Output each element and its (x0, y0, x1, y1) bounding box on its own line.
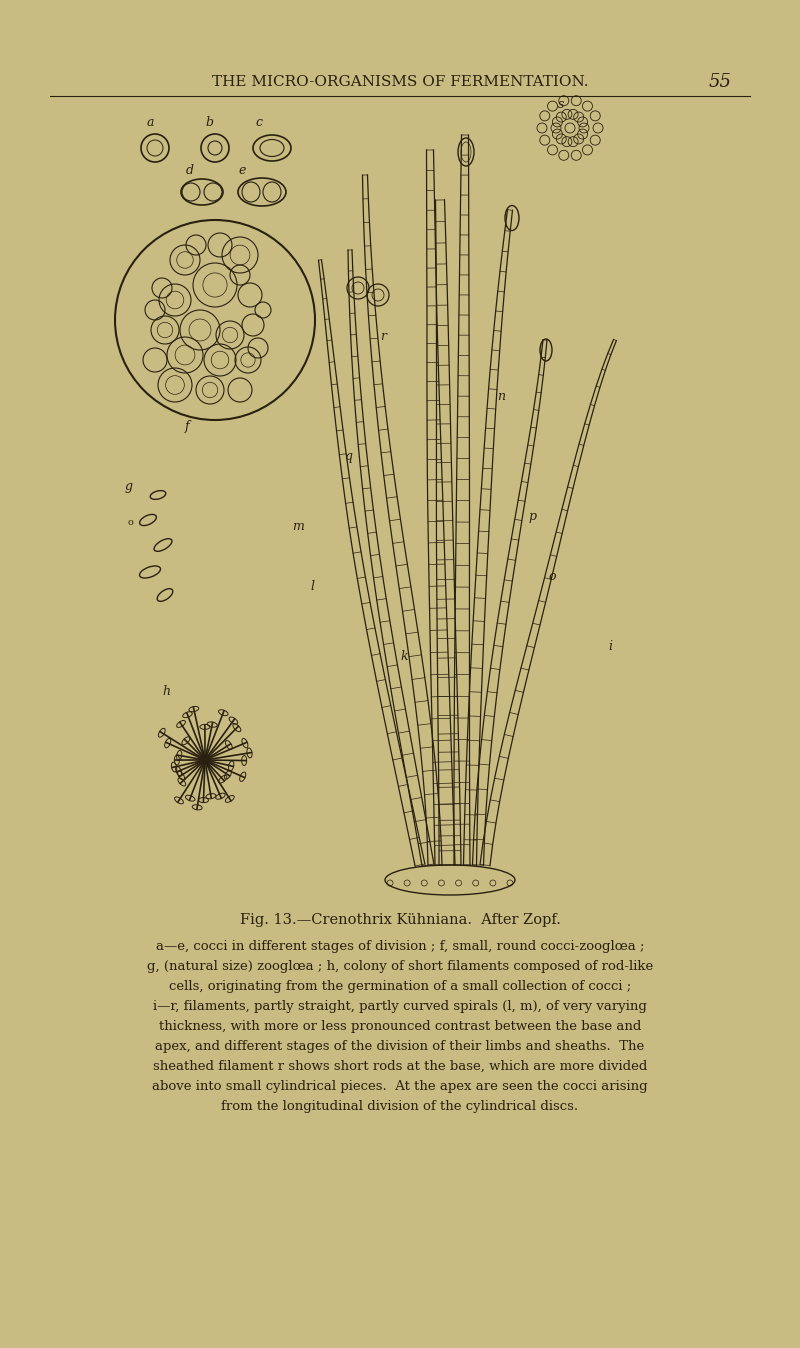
Text: p: p (528, 510, 536, 523)
Text: apex, and different stages of the division of their limbs and sheaths.  The: apex, and different stages of the divisi… (155, 1041, 645, 1053)
Text: e: e (238, 164, 246, 177)
Text: i—r, filaments, partly straight, partly curved spirals (l, m), of very varying: i—r, filaments, partly straight, partly … (153, 1000, 647, 1012)
Text: 55: 55 (709, 73, 731, 92)
Text: cells, originating from the germination of a small collection of cocci ;: cells, originating from the germination … (169, 980, 631, 993)
Text: o: o (548, 570, 555, 582)
Text: Fig. 13.—Crenothrix Kühniana.  After Zopf.: Fig. 13.—Crenothrix Kühniana. After Zopf… (239, 913, 561, 927)
Text: above into small cylindrical pieces.  At the apex are seen the cocci arising: above into small cylindrical pieces. At … (152, 1080, 648, 1093)
Text: r: r (380, 330, 386, 342)
Text: o: o (128, 518, 134, 527)
Text: n: n (497, 390, 505, 403)
Text: f: f (185, 421, 190, 433)
Text: sheathed filament r shows short rods at the base, which are more divided: sheathed filament r shows short rods at … (153, 1060, 647, 1073)
Text: THE MICRO-ORGANISMS OF FERMENTATION.: THE MICRO-ORGANISMS OF FERMENTATION. (212, 75, 588, 89)
Text: a—e, cocci in different stages of division ; f, small, round cocci-zooglœa ;: a—e, cocci in different stages of divisi… (156, 940, 644, 953)
Text: thickness, with more or less pronounced contrast between the base and: thickness, with more or less pronounced … (159, 1020, 641, 1033)
Text: c: c (255, 116, 262, 129)
Text: d: d (186, 164, 194, 177)
Text: i: i (608, 640, 612, 652)
Text: g, (natural size) zooglœa ; h, colony of short filaments composed of rod-like: g, (natural size) zooglœa ; h, colony of… (147, 960, 653, 973)
Text: h: h (162, 685, 170, 698)
Text: l: l (310, 580, 314, 593)
Text: from the longitudinal division of the cylindrical discs.: from the longitudinal division of the cy… (222, 1100, 578, 1113)
Text: a: a (147, 116, 154, 129)
Text: s: s (558, 98, 564, 111)
Text: k: k (400, 650, 408, 663)
Text: q: q (345, 450, 353, 462)
Text: m: m (292, 520, 304, 532)
Text: g: g (125, 480, 133, 493)
Text: b: b (205, 116, 213, 129)
